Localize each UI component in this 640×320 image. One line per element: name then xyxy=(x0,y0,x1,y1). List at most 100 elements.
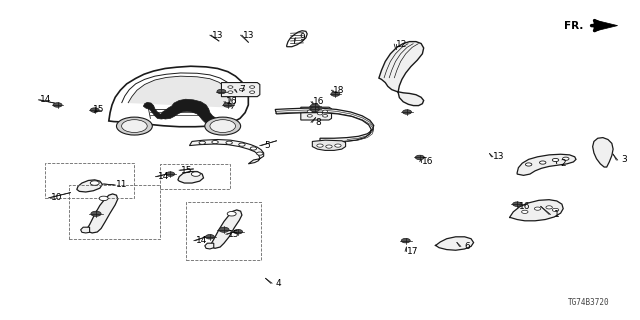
Circle shape xyxy=(116,117,152,135)
Bar xyxy=(160,164,230,189)
Circle shape xyxy=(552,208,559,212)
Text: 16: 16 xyxy=(519,202,531,211)
Polygon shape xyxy=(593,138,613,167)
Circle shape xyxy=(415,155,424,160)
Polygon shape xyxy=(143,102,166,119)
Polygon shape xyxy=(211,210,242,248)
Polygon shape xyxy=(221,83,260,97)
Text: 16: 16 xyxy=(226,97,237,106)
Circle shape xyxy=(323,115,328,117)
Circle shape xyxy=(223,103,232,107)
Circle shape xyxy=(226,141,232,144)
Polygon shape xyxy=(77,180,102,192)
Circle shape xyxy=(199,141,205,144)
Text: 14: 14 xyxy=(40,95,52,104)
Polygon shape xyxy=(517,154,576,175)
Text: 12: 12 xyxy=(396,40,408,49)
Polygon shape xyxy=(312,140,346,150)
Text: 7: 7 xyxy=(239,85,244,94)
Circle shape xyxy=(331,92,340,96)
Circle shape xyxy=(212,140,218,144)
Text: TG74B3720: TG74B3720 xyxy=(568,298,610,307)
Text: 1: 1 xyxy=(554,210,559,219)
Polygon shape xyxy=(160,99,218,124)
Circle shape xyxy=(99,196,108,201)
Circle shape xyxy=(217,89,226,94)
Text: 8: 8 xyxy=(316,118,321,127)
Circle shape xyxy=(91,211,101,216)
Polygon shape xyxy=(87,194,118,233)
Circle shape xyxy=(323,110,328,113)
Circle shape xyxy=(234,229,243,234)
Polygon shape xyxy=(379,42,424,106)
Circle shape xyxy=(401,238,410,243)
Bar xyxy=(45,163,134,198)
Bar xyxy=(69,185,160,239)
Circle shape xyxy=(191,172,200,176)
Circle shape xyxy=(310,104,319,108)
Circle shape xyxy=(53,103,62,107)
Circle shape xyxy=(90,181,99,185)
Circle shape xyxy=(228,91,233,93)
Circle shape xyxy=(522,210,528,213)
Text: 9: 9 xyxy=(300,33,305,42)
Circle shape xyxy=(205,235,214,239)
Polygon shape xyxy=(178,172,204,183)
Circle shape xyxy=(250,147,257,150)
Polygon shape xyxy=(509,200,563,221)
Polygon shape xyxy=(275,108,374,142)
Circle shape xyxy=(540,161,546,164)
Circle shape xyxy=(310,107,319,112)
Circle shape xyxy=(228,86,233,88)
Polygon shape xyxy=(301,107,332,120)
Circle shape xyxy=(534,207,541,210)
Circle shape xyxy=(210,120,236,132)
Circle shape xyxy=(219,227,229,232)
Circle shape xyxy=(307,115,312,117)
Text: 18: 18 xyxy=(333,86,345,95)
Circle shape xyxy=(227,212,236,216)
Text: 17: 17 xyxy=(407,247,419,256)
Text: 14: 14 xyxy=(196,236,207,245)
Polygon shape xyxy=(81,227,90,233)
Circle shape xyxy=(403,110,412,114)
Text: FR.: FR. xyxy=(564,20,584,31)
Circle shape xyxy=(250,86,255,88)
Text: 15: 15 xyxy=(181,166,193,175)
Circle shape xyxy=(513,202,522,206)
Polygon shape xyxy=(189,140,264,164)
Circle shape xyxy=(307,110,312,113)
Circle shape xyxy=(546,206,552,209)
Circle shape xyxy=(257,152,263,155)
Circle shape xyxy=(205,117,241,135)
Circle shape xyxy=(122,120,147,132)
Circle shape xyxy=(317,144,323,147)
Circle shape xyxy=(326,145,332,148)
Text: 6: 6 xyxy=(465,242,470,251)
Text: 4: 4 xyxy=(276,279,281,288)
Circle shape xyxy=(563,157,569,160)
Circle shape xyxy=(552,158,559,162)
Circle shape xyxy=(317,112,323,115)
Text: 5: 5 xyxy=(265,141,270,150)
Text: 3: 3 xyxy=(621,156,627,164)
Text: 16: 16 xyxy=(422,157,433,166)
Text: 13: 13 xyxy=(243,31,254,40)
Text: 13: 13 xyxy=(493,152,505,161)
Text: 14: 14 xyxy=(157,172,169,181)
Circle shape xyxy=(250,91,255,93)
Polygon shape xyxy=(128,76,230,108)
Polygon shape xyxy=(435,237,474,250)
Text: 15: 15 xyxy=(93,105,105,114)
Circle shape xyxy=(525,163,532,166)
Bar xyxy=(186,202,261,260)
Circle shape xyxy=(239,143,245,146)
Text: 11: 11 xyxy=(116,180,127,189)
Text: 16: 16 xyxy=(313,97,324,106)
Polygon shape xyxy=(205,243,214,249)
Text: 10: 10 xyxy=(51,193,62,202)
Text: 15: 15 xyxy=(228,230,239,239)
Polygon shape xyxy=(594,20,618,31)
Circle shape xyxy=(335,144,341,147)
Circle shape xyxy=(166,172,175,176)
